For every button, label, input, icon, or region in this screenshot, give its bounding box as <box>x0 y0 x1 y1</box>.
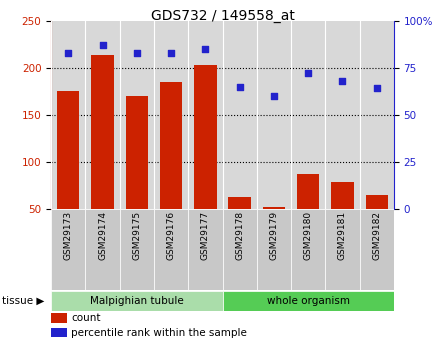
Bar <box>365 195 388 209</box>
Text: GSM29179: GSM29179 <box>269 211 279 260</box>
Text: percentile rank within the sample: percentile rank within the sample <box>71 328 247 337</box>
Point <box>339 78 346 83</box>
Bar <box>263 207 285 209</box>
Bar <box>222 291 394 310</box>
Bar <box>125 96 148 209</box>
Text: GSM29176: GSM29176 <box>166 211 176 260</box>
Text: GSM29175: GSM29175 <box>132 211 142 260</box>
Bar <box>57 91 80 209</box>
Point <box>99 42 106 48</box>
Text: count: count <box>71 313 101 323</box>
Bar <box>51 313 67 323</box>
Point <box>134 50 141 56</box>
Point <box>202 46 209 52</box>
Bar <box>257 209 291 290</box>
Bar <box>291 209 325 290</box>
Bar <box>188 209 222 290</box>
Bar <box>325 209 360 290</box>
Text: GDS732 / 149558_at: GDS732 / 149558_at <box>150 9 295 23</box>
Bar <box>360 209 394 290</box>
Point <box>65 50 72 56</box>
Text: GSM29178: GSM29178 <box>235 211 244 260</box>
Bar <box>120 209 154 290</box>
Bar <box>51 328 67 337</box>
Bar <box>51 209 85 290</box>
Text: GSM29181: GSM29181 <box>338 211 347 260</box>
Bar <box>85 209 120 290</box>
Point <box>305 71 312 76</box>
Bar <box>228 197 251 209</box>
Bar <box>331 183 354 209</box>
Bar <box>194 65 217 209</box>
Text: GSM29177: GSM29177 <box>201 211 210 260</box>
Bar <box>297 174 320 209</box>
Bar <box>160 82 182 209</box>
Bar <box>154 209 188 290</box>
Text: GSM29182: GSM29182 <box>372 211 381 260</box>
Point <box>373 86 380 91</box>
Text: GSM29173: GSM29173 <box>64 211 73 260</box>
Text: GSM29180: GSM29180 <box>303 211 313 260</box>
Bar <box>51 291 223 310</box>
Text: whole organism: whole organism <box>267 296 350 306</box>
Bar <box>222 209 257 290</box>
Text: tissue ▶: tissue ▶ <box>2 296 44 306</box>
Text: GSM29174: GSM29174 <box>98 211 107 260</box>
Bar <box>91 56 114 209</box>
Point <box>168 50 175 56</box>
Text: Malpighian tubule: Malpighian tubule <box>90 296 184 306</box>
Point <box>236 84 243 89</box>
Point <box>271 93 278 99</box>
